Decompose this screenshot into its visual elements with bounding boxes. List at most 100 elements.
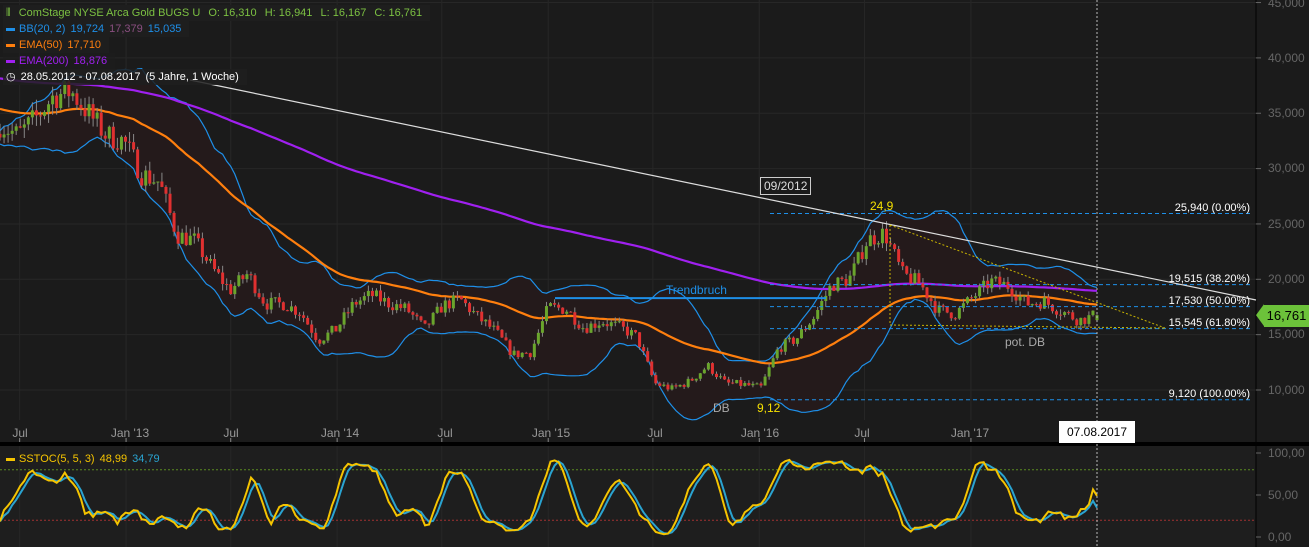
candle-body — [990, 278, 994, 289]
x-tick-label: Jan '16 — [740, 426, 780, 440]
candle-body — [1018, 296, 1022, 301]
candle-body — [496, 325, 500, 330]
candle-body — [686, 378, 690, 387]
candle-body — [917, 273, 921, 284]
y-tick-label: 20,000 — [1268, 272, 1305, 286]
candle-body — [241, 275, 245, 280]
candle-body — [196, 233, 200, 239]
candle-body — [47, 104, 51, 112]
stoch-y-tick-label: 100,00 — [1268, 446, 1305, 460]
y-tick-label: 35,000 — [1268, 106, 1305, 120]
candle-body — [787, 337, 791, 340]
candle-body — [536, 332, 540, 344]
candle-body — [520, 352, 524, 358]
triangle-lower-line — [889, 324, 1166, 329]
candle-body — [265, 303, 269, 310]
candle-body — [666, 384, 670, 390]
candle-body — [609, 322, 613, 327]
ema200-swatch-icon — [6, 59, 15, 63]
stoch-panel-bg — [0, 446, 1256, 547]
candle-body — [832, 285, 836, 291]
sstoc-label: SSTOC(5, 5, 3) — [19, 453, 95, 465]
x-tick-label: Jul — [647, 426, 663, 440]
candle-body — [427, 323, 431, 325]
candle-body — [87, 104, 91, 117]
candle-body — [901, 261, 905, 267]
candle-body — [739, 380, 743, 386]
candle-body — [1067, 312, 1071, 314]
candle-body — [731, 382, 735, 384]
candle-body — [346, 312, 350, 314]
candle-body — [844, 279, 848, 286]
candle-body — [512, 350, 516, 355]
candle-body — [573, 312, 577, 325]
candle-body — [395, 304, 399, 311]
candle-body — [848, 275, 852, 286]
candle-body — [654, 375, 658, 384]
ema200-legend[interactable]: EMA(200) 18,876 — [3, 53, 116, 69]
candle-body — [217, 269, 221, 273]
ema50-value: 17,710 — [67, 39, 102, 51]
candle-body — [925, 287, 929, 299]
candle-body — [532, 343, 536, 358]
x-tick-label: Jan '13 — [110, 426, 150, 440]
candle-body — [994, 276, 998, 279]
candle-body — [694, 378, 698, 381]
fibonacci-level-label: 9,120 (100.00%) — [1168, 388, 1250, 400]
candle-body — [751, 383, 755, 386]
x-tick-label: Jan '15 — [531, 426, 571, 440]
candle-body — [872, 235, 876, 245]
candle-body — [269, 297, 273, 310]
candle-body — [322, 340, 326, 344]
candle-body — [941, 305, 945, 307]
candle-body — [808, 324, 812, 330]
candle-body — [961, 303, 965, 308]
candle-body — [55, 95, 59, 109]
candle-body — [302, 315, 306, 318]
candle-body — [358, 300, 362, 305]
candle-body — [682, 384, 686, 387]
bb-legend[interactable]: BB(20, 2) 19,724 17,379 15,035 — [3, 21, 190, 37]
ema50-legend[interactable]: EMA(50) 17,710 — [3, 37, 110, 53]
candle-body — [22, 124, 26, 128]
candle-body — [67, 81, 71, 97]
candle-body — [540, 321, 544, 333]
last-price-tag-arrow — [1256, 304, 1264, 327]
candle-body — [1091, 310, 1095, 316]
ema200-label: EMA(200) — [19, 55, 69, 67]
x-tick-label: Jul — [12, 426, 28, 440]
candle-body — [399, 304, 403, 309]
sstoc-legend[interactable]: SSTOC(5, 5, 3) 48,99 34,79 — [3, 451, 168, 467]
candle-body — [176, 231, 180, 244]
candle-body — [524, 352, 528, 354]
candle-body — [423, 320, 427, 324]
bb-lower-line — [0, 136, 1098, 421]
candle-body — [553, 303, 557, 305]
candle-body — [383, 297, 387, 302]
candle-body — [706, 363, 710, 370]
candle-body — [905, 266, 909, 274]
candle-body — [1050, 304, 1054, 312]
candle-body — [629, 330, 633, 336]
candle-body — [435, 306, 439, 313]
candle-body — [172, 212, 176, 232]
candle-body — [856, 252, 860, 264]
candle-body — [30, 110, 34, 118]
candle-body — [828, 285, 832, 296]
candle-body — [921, 283, 925, 288]
candle-body — [650, 361, 654, 376]
candle-body — [221, 272, 225, 285]
candle-body — [455, 295, 459, 297]
candle-body — [1014, 296, 1018, 301]
candle-body — [909, 273, 913, 284]
candle-body — [18, 126, 22, 128]
candle-body — [326, 332, 330, 341]
ohlc-close: C: 16,761 — [374, 7, 423, 19]
candle-body — [933, 301, 937, 313]
candle-body — [488, 319, 492, 327]
candle-body — [771, 358, 775, 368]
candle-body — [945, 306, 949, 313]
candle-body — [132, 142, 136, 150]
candle-body — [889, 243, 893, 245]
